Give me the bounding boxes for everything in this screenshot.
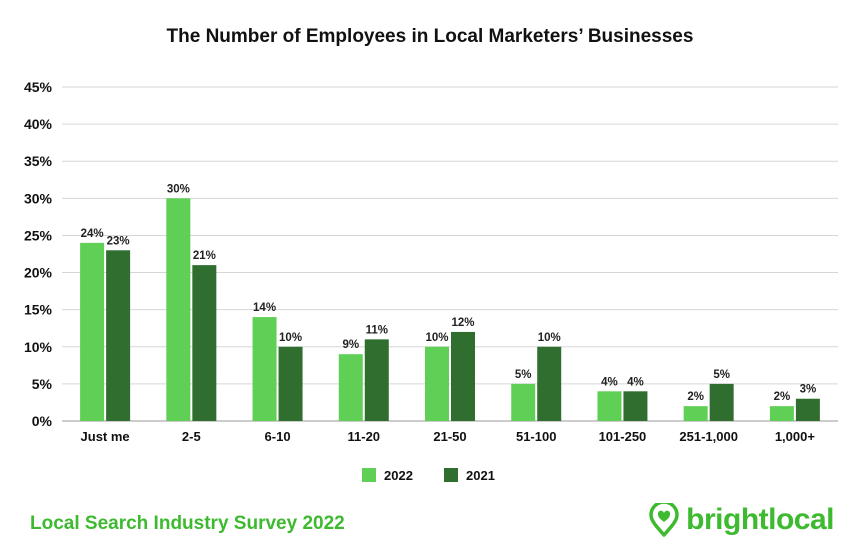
data-label: 10% xyxy=(538,332,561,344)
bar-2021-1 xyxy=(192,265,217,421)
brand-name: brightlocal xyxy=(686,503,834,536)
bar-2022-6 xyxy=(597,391,622,421)
bar-2022-1 xyxy=(166,198,191,421)
data-label: 9% xyxy=(342,339,359,351)
y-tick-label: 5% xyxy=(32,376,53,392)
location-pin-heart-icon xyxy=(649,503,679,537)
bar-2021-6 xyxy=(623,391,648,421)
legend-swatch-2021 xyxy=(444,468,458,482)
data-label: 5% xyxy=(515,369,532,381)
bar-2021-8 xyxy=(795,398,820,421)
data-label: 4% xyxy=(627,376,644,388)
legend-label: 2021 xyxy=(466,468,495,483)
y-tick-label: 10% xyxy=(24,339,53,355)
bar-2021-7 xyxy=(709,383,734,421)
bar-2022-4 xyxy=(425,346,449,421)
data-label: 10% xyxy=(279,332,302,344)
legend-label: 2022 xyxy=(384,468,413,483)
x-tick-label: 101-250 xyxy=(599,429,647,444)
x-tick-label: 2-5 xyxy=(182,429,201,444)
data-label: 24% xyxy=(81,228,104,240)
y-tick-label: 30% xyxy=(24,190,53,206)
y-tick-label: 0% xyxy=(32,413,53,429)
bar-2022-2 xyxy=(252,317,277,421)
x-tick-label: 1,000+ xyxy=(775,429,816,444)
data-label: 3% xyxy=(800,384,817,396)
data-label: 30% xyxy=(167,183,190,195)
data-label: 4% xyxy=(601,376,618,388)
data-label: 5% xyxy=(713,369,730,381)
bar-2022-7 xyxy=(683,406,708,421)
x-tick-label: 6-10 xyxy=(265,429,291,444)
x-tick-label: 11-20 xyxy=(348,429,381,444)
bar-2022-5 xyxy=(511,383,536,421)
data-label: 12% xyxy=(451,317,474,329)
data-label: 10% xyxy=(425,332,448,344)
data-label: 14% xyxy=(253,302,276,314)
y-tick-label: 15% xyxy=(24,302,53,318)
data-label: 2% xyxy=(687,391,704,403)
y-tick-label: 40% xyxy=(24,116,53,132)
data-label: 23% xyxy=(107,235,130,247)
brand-logo: brightlocal xyxy=(648,503,834,537)
y-tick-label: 45% xyxy=(24,79,53,95)
x-tick-label: 21-50 xyxy=(433,429,466,444)
chart-title: The Number of Employees in Local Markete… xyxy=(166,26,694,47)
bar-2021-5 xyxy=(537,346,562,421)
data-label: 11% xyxy=(366,324,388,336)
legend-swatch-2022 xyxy=(362,468,376,482)
bar-2022-0 xyxy=(80,242,105,421)
data-label: 2% xyxy=(774,391,791,403)
y-tick-label: 20% xyxy=(24,265,53,281)
survey-title: Local Search Industry Survey 2022 xyxy=(30,513,345,534)
bar-2021-0 xyxy=(106,250,131,421)
x-tick-label: Just me xyxy=(81,429,130,444)
bar-2022-8 xyxy=(769,406,794,421)
bar-2022-3 xyxy=(338,354,363,421)
bar-2021-2 xyxy=(278,346,303,421)
bar-2021-3 xyxy=(364,339,389,421)
bar-2021-4 xyxy=(451,331,475,421)
y-tick-label: 35% xyxy=(24,153,53,169)
x-tick-label: 251-1,000 xyxy=(679,429,738,444)
y-tick-label: 25% xyxy=(24,227,53,243)
x-tick-label: 51-100 xyxy=(516,429,556,444)
data-label: 21% xyxy=(193,250,216,262)
